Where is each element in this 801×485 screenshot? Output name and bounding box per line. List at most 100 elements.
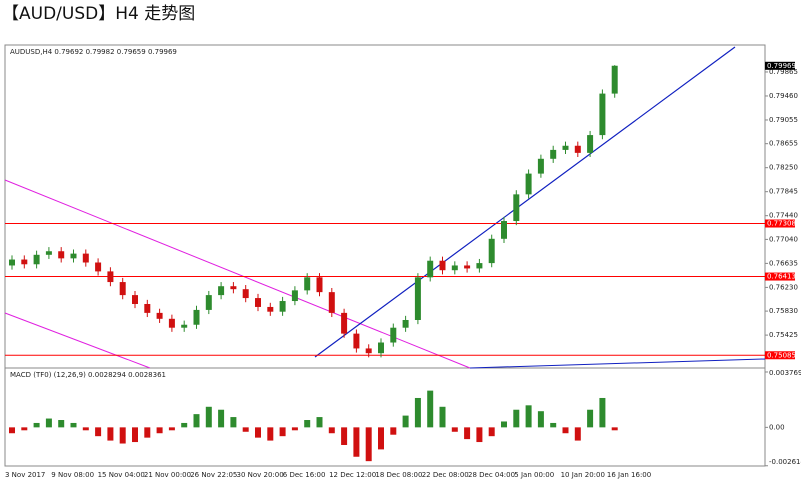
level-label: 0.77308 bbox=[767, 220, 796, 228]
macd-bar bbox=[365, 427, 372, 462]
macd-bar bbox=[341, 427, 348, 445]
macd-panel bbox=[4, 367, 766, 467]
candle-body bbox=[488, 238, 495, 264]
macd-bar bbox=[267, 427, 274, 441]
macd-bar bbox=[328, 427, 335, 434]
macd-bar bbox=[218, 409, 225, 428]
chart-title: 【AUD/USD】H4 走势图 bbox=[2, 4, 195, 24]
x-tick-label: 21 Nov 00:00 bbox=[144, 471, 191, 479]
level-box bbox=[765, 272, 795, 281]
x-tick-label: 15 Nov 04:00 bbox=[98, 471, 145, 479]
trend-line bbox=[314, 46, 736, 358]
candle-body bbox=[390, 327, 397, 343]
macd-bar bbox=[488, 427, 495, 437]
macd-bar bbox=[353, 427, 360, 457]
candle-body bbox=[513, 194, 520, 222]
price-panel bbox=[4, 44, 766, 369]
y-tick-label: 0.75425 bbox=[769, 331, 798, 339]
macd-bar bbox=[33, 422, 40, 428]
x-tick-label: 26 Nov 22:05 bbox=[190, 471, 237, 479]
candle-body bbox=[574, 145, 581, 153]
macd-bar bbox=[230, 417, 237, 428]
candle-body bbox=[119, 282, 126, 296]
candle-body bbox=[501, 221, 507, 239]
candle-body bbox=[451, 265, 458, 271]
macd-bar bbox=[45, 418, 52, 428]
y-tick-label: -0.002614 bbox=[769, 458, 801, 466]
candle-body bbox=[427, 260, 434, 278]
macd-bar bbox=[390, 427, 397, 435]
trend-line bbox=[469, 358, 766, 369]
y-tick-label: 0.79865 bbox=[769, 68, 798, 76]
candle-body bbox=[402, 319, 409, 328]
x-tick-label: 9 Nov 08:00 bbox=[51, 471, 94, 479]
candle-body bbox=[316, 277, 323, 293]
macd-label: MACD (TF0) (12,26,9) 0.0028294 0.0028361 bbox=[10, 371, 166, 379]
macd-bar bbox=[587, 409, 594, 428]
level-box bbox=[765, 219, 795, 228]
macd-bar bbox=[439, 406, 446, 428]
x-tick-label: 16 Jan 16:00 bbox=[607, 471, 651, 479]
y-tick-label: 0.77845 bbox=[769, 188, 798, 196]
candle-body bbox=[144, 303, 151, 313]
channel-line bbox=[4, 312, 151, 369]
x-tick-label: 3 Nov 2017 bbox=[5, 471, 45, 479]
macd-bar bbox=[476, 427, 483, 443]
candle-body bbox=[9, 259, 15, 266]
macd-bar bbox=[168, 427, 175, 431]
macd-bar bbox=[95, 427, 102, 437]
macd-bar bbox=[21, 427, 28, 431]
candle-body bbox=[587, 135, 594, 153]
candle-body bbox=[242, 289, 249, 299]
candle-body bbox=[45, 251, 52, 255]
macd-bar bbox=[451, 427, 458, 432]
x-tick-label: 6 Dec 16:00 bbox=[283, 471, 326, 479]
price-box bbox=[765, 61, 795, 70]
candle-body bbox=[537, 158, 544, 174]
y-tick-label: 0.76230 bbox=[769, 283, 798, 291]
y-tick-label: 0.75830 bbox=[769, 307, 798, 315]
macd-bar bbox=[156, 427, 163, 434]
level-label: 0.75085 bbox=[767, 351, 796, 359]
candle-body bbox=[181, 324, 188, 328]
macd-bar bbox=[255, 427, 261, 438]
macd-bar bbox=[611, 427, 618, 431]
y-tick-label: 0.77040 bbox=[769, 235, 798, 243]
price-label: 0.79969 bbox=[767, 62, 796, 70]
candle-body bbox=[476, 263, 483, 269]
y-tick-label: 0.77440 bbox=[769, 212, 798, 220]
x-tick-label: 28 Dec 04:00 bbox=[468, 471, 515, 479]
header-text: AUDUSD,H4 0.79692 0.79982 0.79659 0.7996… bbox=[10, 48, 177, 56]
candle-body bbox=[168, 318, 175, 328]
macd-bar bbox=[464, 427, 471, 440]
macd-bar bbox=[513, 409, 520, 428]
macd-bar bbox=[119, 427, 126, 444]
macd-bar bbox=[279, 427, 286, 437]
candle-body bbox=[95, 262, 102, 272]
macd-bar bbox=[414, 397, 421, 428]
candle-body bbox=[439, 260, 446, 271]
candle-body bbox=[304, 277, 311, 291]
y-tick-label: 0.78655 bbox=[769, 140, 798, 148]
macd-bar bbox=[58, 420, 65, 428]
candle-body bbox=[328, 292, 335, 313]
candle-body bbox=[279, 301, 286, 312]
level-box bbox=[765, 351, 795, 360]
x-tick-label: 5 Jan 00:00 bbox=[514, 471, 554, 479]
y-tick-label: 0.003769 bbox=[769, 369, 801, 377]
y-tick-label: 0.78250 bbox=[769, 164, 798, 172]
macd-bar bbox=[205, 406, 212, 428]
macd-bar bbox=[144, 427, 151, 438]
x-tick-label: 30 Nov 20:00 bbox=[237, 471, 284, 479]
macd-bar bbox=[378, 427, 384, 450]
candle-body bbox=[107, 271, 114, 283]
macd-bar bbox=[193, 414, 200, 428]
candle-body bbox=[82, 253, 89, 263]
candle-body bbox=[414, 277, 421, 320]
candle-body bbox=[550, 149, 557, 159]
macd-bar bbox=[132, 427, 138, 443]
candle-body bbox=[464, 265, 471, 269]
macd-bar bbox=[316, 417, 323, 428]
x-tick-label: 22 Dec 08:00 bbox=[422, 471, 469, 479]
